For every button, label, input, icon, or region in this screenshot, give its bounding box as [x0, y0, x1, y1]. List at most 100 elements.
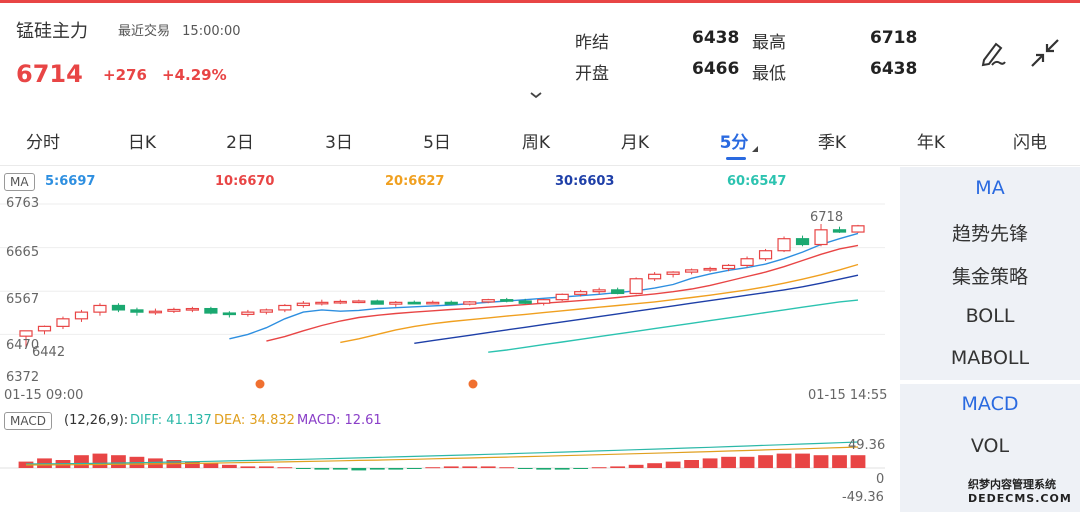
candle-body-38 [721, 264, 736, 270]
ma-legend-item-4: 60:6547 [727, 174, 787, 189]
ma-legend-item-3: 30:6603 [555, 174, 615, 189]
macd-bar-14 [277, 467, 293, 469]
candle-body-18 [352, 300, 366, 304]
ma-badge[interactable]: MA [4, 173, 35, 191]
open-value: 6466 [692, 59, 740, 79]
tab-4[interactable]: 5日 [423, 133, 451, 153]
candle-body-6 [130, 309, 144, 313]
draw-pen-icon[interactable] [978, 38, 1008, 68]
candle-body-26 [500, 299, 514, 302]
high-annotation: 6718 [810, 210, 844, 225]
candle-body-1 [37, 325, 52, 332]
collapse-icon[interactable] [1030, 38, 1060, 68]
tab-2[interactable]: 2日 [226, 133, 254, 153]
indicator-top-3[interactable]: BOLL [965, 305, 1015, 327]
tab-3[interactable]: 3日 [325, 133, 353, 153]
watermark: 织梦内容管理系统 DEDECMS.COM [968, 478, 1078, 506]
macd-bar-28 [536, 468, 552, 470]
candle-body-16 [315, 301, 329, 305]
macd-badge[interactable]: MACD [4, 412, 52, 430]
macd-bar-40 [758, 455, 773, 468]
macd-bar-15 [295, 468, 311, 469]
candle-body-30 [574, 291, 588, 295]
candle-body-42 [795, 238, 810, 246]
macd-bar-20 [388, 468, 404, 470]
candle-body-7 [148, 310, 163, 314]
candle-body-17 [333, 300, 347, 304]
macd-bar-41 [776, 453, 792, 468]
macd-bar-1 [37, 458, 52, 468]
session-label: 最近交易 [118, 24, 171, 39]
low-value: 6438 [870, 59, 918, 79]
candlestick-chart[interactable] [0, 190, 900, 390]
indicator-top-4[interactable]: MABOLL [950, 347, 1030, 369]
candle-body-22 [426, 301, 440, 305]
candle-body-25 [481, 299, 495, 303]
macd-bar-37 [702, 458, 718, 468]
y-tick-0: 6763 [6, 196, 40, 211]
ma-legend-item-2: 20:6627 [385, 174, 445, 189]
macd-bar-30 [573, 468, 589, 469]
macd-bar-9 [185, 461, 200, 468]
ma-line-MA10 [266, 244, 859, 342]
prev-close-label: 昨结 [575, 33, 609, 53]
candle-body-34 [648, 273, 662, 280]
tab-10[interactable]: 闪电 [1013, 133, 1047, 153]
indicator-top-0[interactable]: MA [975, 177, 1005, 199]
candle-body-20 [389, 301, 403, 305]
tab-7[interactable]: 5分 [719, 133, 749, 153]
indicator-top-2[interactable]: 集金策略 [951, 266, 1028, 288]
macd-chart[interactable] [0, 432, 900, 512]
tab-8[interactable]: 季K [817, 133, 847, 153]
macd-bar-7 [148, 458, 163, 468]
candle-body-39 [740, 258, 754, 267]
chevron-down-icon[interactable] [529, 90, 543, 100]
session-info: 最近交易 15:00:00 [118, 20, 241, 39]
candle-body-3 [74, 311, 89, 320]
y-tick-1: 6665 [6, 245, 40, 260]
macd-bar-25 [480, 466, 496, 468]
candle-body-36 [684, 269, 699, 273]
candle-body-11 [222, 312, 236, 316]
indicator-bottom-1[interactable]: VOL [970, 435, 1010, 457]
macd-bar-3 [74, 455, 89, 468]
macd-dea-line [25, 446, 859, 466]
tab-0[interactable]: 分时 [26, 133, 60, 153]
macd-bar-24 [462, 466, 478, 468]
open-label: 开盘 [575, 64, 609, 84]
indicator-top-1[interactable]: 趋势先锋 [951, 223, 1028, 245]
candle-body-43 [814, 229, 828, 246]
indicator-bottom-0[interactable]: MACD [961, 393, 1019, 415]
tab-5[interactable]: 周K [521, 133, 551, 153]
candle-body-9 [185, 307, 200, 311]
candle-body-2 [56, 318, 70, 327]
candle-body-0 [19, 330, 33, 337]
candle-body-29 [555, 293, 569, 301]
tab-6[interactable]: 月K [620, 133, 650, 153]
last-price: 6714 [16, 60, 83, 88]
macd-bar-10 [203, 463, 219, 468]
macd-bar-21 [406, 468, 422, 469]
price-change-pct: +4.29% [162, 66, 227, 84]
macd-bar-23 [443, 466, 459, 468]
session-time: 15:00:00 [182, 24, 241, 39]
ma-legend-item-1: 10:6670 [215, 174, 275, 189]
macd-bar-31 [591, 467, 607, 469]
candle-body-44 [832, 229, 847, 233]
ma-line-MA60 [488, 299, 859, 353]
candle-body-12 [241, 311, 255, 315]
candle-body-27 [518, 300, 532, 304]
tab-1[interactable]: 日K [127, 133, 157, 153]
macd-bar-29 [554, 468, 570, 470]
macd-bar-38 [721, 456, 736, 468]
macd-bar-43 [813, 455, 829, 468]
candle-body-35 [666, 271, 680, 275]
x-end-label: 01-15 14:55 [808, 388, 888, 403]
tab-dropdown-icon[interactable] [752, 146, 758, 152]
y-tick-3: 6470 [6, 338, 40, 353]
contract-title: 锰硅主力 [16, 21, 88, 42]
macd-bar-13 [258, 466, 274, 468]
tab-9[interactable]: 年K [916, 133, 946, 153]
session-marker-0 [255, 379, 265, 389]
high-value: 6718 [870, 28, 918, 48]
